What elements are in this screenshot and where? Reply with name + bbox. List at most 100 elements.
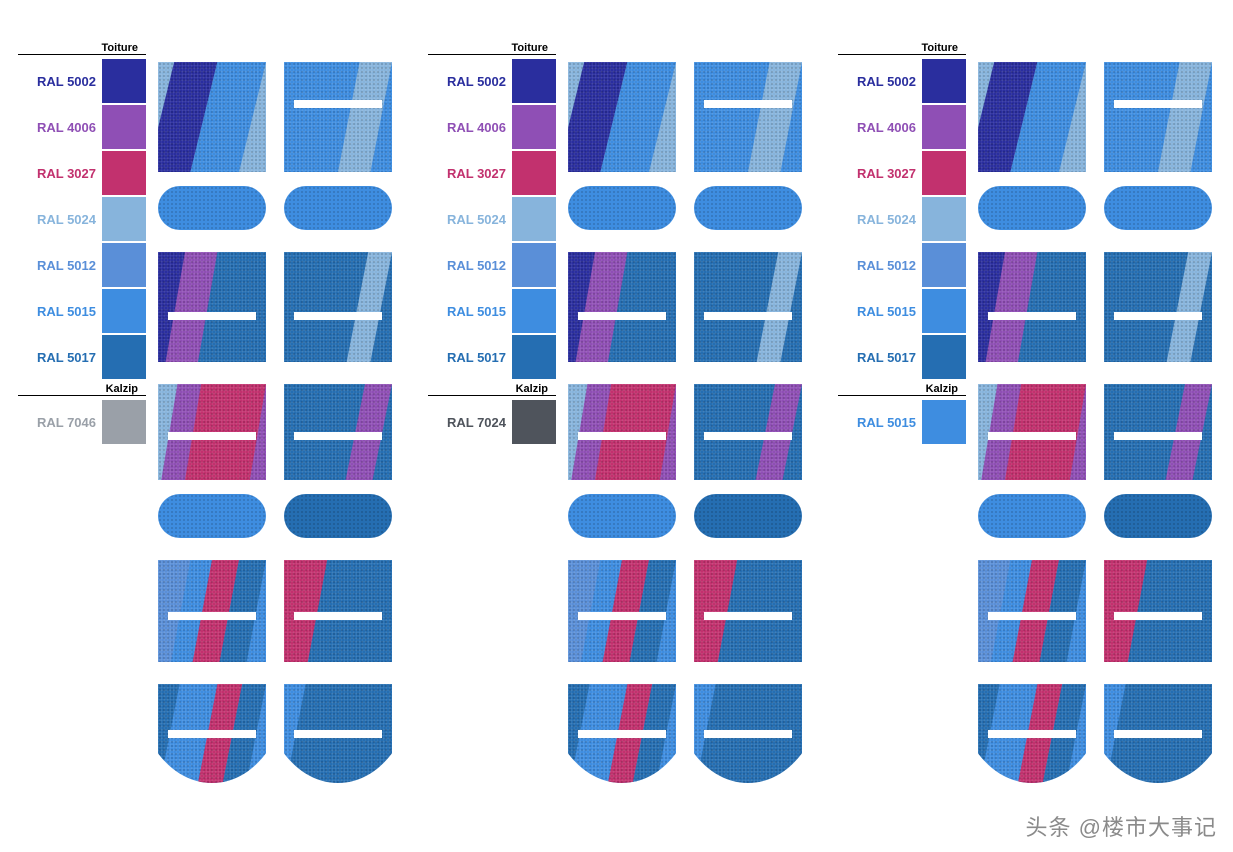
preview-tile xyxy=(1104,252,1212,362)
legend-label: RAL 5017 xyxy=(838,350,922,365)
legend-row: RAL 5015 xyxy=(428,289,556,333)
preview-row xyxy=(978,252,1218,362)
preview-cylinder xyxy=(694,186,802,230)
preview-tile xyxy=(978,62,1086,172)
preview-row xyxy=(568,684,808,794)
legend-header-toiture: Toiture xyxy=(18,42,146,55)
preview-row xyxy=(978,560,1218,662)
preview-cylinder xyxy=(158,494,266,538)
preview-tile xyxy=(284,252,392,362)
preview-cylinder xyxy=(284,186,392,230)
preview-cylinder xyxy=(284,494,392,538)
legend-row: RAL 5015 xyxy=(838,289,966,333)
legend-row: RAL 5012 xyxy=(428,243,556,287)
preview-tile xyxy=(158,560,266,662)
legend-row: RAL 5017 xyxy=(838,335,966,379)
preview-tile xyxy=(694,560,802,662)
legend-header-kalzip: Kalzip xyxy=(18,383,146,396)
preview-row xyxy=(568,180,808,230)
preview-row xyxy=(568,488,808,538)
preview-tile xyxy=(568,252,676,362)
color-swatch xyxy=(512,151,556,195)
legend-row: RAL 4006 xyxy=(428,105,556,149)
legend-label: RAL 4006 xyxy=(428,120,512,135)
color-swatch xyxy=(102,151,146,195)
legend-label: RAL 5012 xyxy=(428,258,512,273)
legend-label: RAL 5015 xyxy=(428,304,512,319)
legend-label: RAL 4006 xyxy=(18,120,102,135)
color-swatch xyxy=(922,197,966,241)
legend-row: RAL 4006 xyxy=(18,105,146,149)
preview-cylinder xyxy=(158,186,266,230)
legend-row: RAL 3027 xyxy=(428,151,556,195)
preview-row xyxy=(158,560,398,662)
legend-header-kalzip: Kalzip xyxy=(838,383,966,396)
preview-tile xyxy=(694,384,802,480)
preview-row xyxy=(568,62,808,172)
legend-row: RAL 5012 xyxy=(18,243,146,287)
color-swatch xyxy=(512,289,556,333)
preview-row xyxy=(158,684,398,794)
legend-label: RAL 5017 xyxy=(18,350,102,365)
legend-label: RAL 3027 xyxy=(838,166,922,181)
preview-cylinder xyxy=(1104,186,1212,230)
preview-row xyxy=(158,252,398,362)
color-swatch xyxy=(512,400,556,444)
preview-tile xyxy=(694,252,802,362)
legend-label: RAL 5002 xyxy=(18,74,102,89)
legend-label: RAL 5017 xyxy=(428,350,512,365)
preview-row xyxy=(568,252,808,362)
preview-row xyxy=(158,62,398,172)
color-swatch xyxy=(512,105,556,149)
legend-label: RAL 7046 xyxy=(18,415,102,430)
legend-row: RAL 5017 xyxy=(18,335,146,379)
legend-header-toiture: Toiture xyxy=(428,42,556,55)
legend-row: RAL 5024 xyxy=(838,197,966,241)
preview-tile xyxy=(568,62,676,172)
color-swatch xyxy=(922,105,966,149)
legend-header-kalzip: Kalzip xyxy=(428,383,556,396)
preview-column xyxy=(158,62,398,816)
legend: ToitureRAL 5002RAL 4006RAL 3027RAL 5024R… xyxy=(428,42,556,446)
preview-tile xyxy=(1104,62,1212,172)
preview-tile xyxy=(284,62,392,172)
legend-row: RAL 4006 xyxy=(838,105,966,149)
legend-row: RAL 5015 xyxy=(18,289,146,333)
preview-tile xyxy=(284,384,392,480)
preview-tile xyxy=(158,252,266,362)
legend-label: RAL 3027 xyxy=(18,166,102,181)
color-swatch xyxy=(922,59,966,103)
legend-label: RAL 5015 xyxy=(838,304,922,319)
preview-row xyxy=(158,384,398,480)
legend-label: RAL 5012 xyxy=(18,258,102,273)
legend-label: RAL 5002 xyxy=(428,74,512,89)
preview-tile xyxy=(978,384,1086,480)
preview-tile xyxy=(284,560,392,662)
color-swatch xyxy=(102,335,146,379)
color-swatch xyxy=(512,197,556,241)
legend-row: RAL 5002 xyxy=(838,59,966,103)
color-swatch xyxy=(102,59,146,103)
legend-label: RAL 7024 xyxy=(428,415,512,430)
preview-tile xyxy=(568,384,676,480)
preview-tile xyxy=(1104,684,1212,794)
preview-column xyxy=(978,62,1218,816)
legend-label: RAL 5024 xyxy=(838,212,922,227)
preview-cylinder xyxy=(978,494,1086,538)
legend-row: RAL 7046 xyxy=(18,400,146,444)
preview-cylinder xyxy=(694,494,802,538)
color-swatch xyxy=(102,400,146,444)
legend-header-toiture: Toiture xyxy=(838,42,966,55)
color-swatch xyxy=(922,335,966,379)
legend-row: RAL 5002 xyxy=(428,59,556,103)
preview-tile xyxy=(568,560,676,662)
preview-row xyxy=(158,180,398,230)
color-swatch xyxy=(512,243,556,287)
preview-row xyxy=(978,180,1218,230)
legend-row: RAL 5015 xyxy=(838,400,966,444)
legend-label: RAL 3027 xyxy=(428,166,512,181)
preview-row xyxy=(978,384,1218,480)
color-swatch xyxy=(102,197,146,241)
legend: Toiture RAL 5002RAL 4006 RAL 3027 RAL 5024 R… xyxy=(838,42,966,446)
preview-row xyxy=(568,384,808,480)
